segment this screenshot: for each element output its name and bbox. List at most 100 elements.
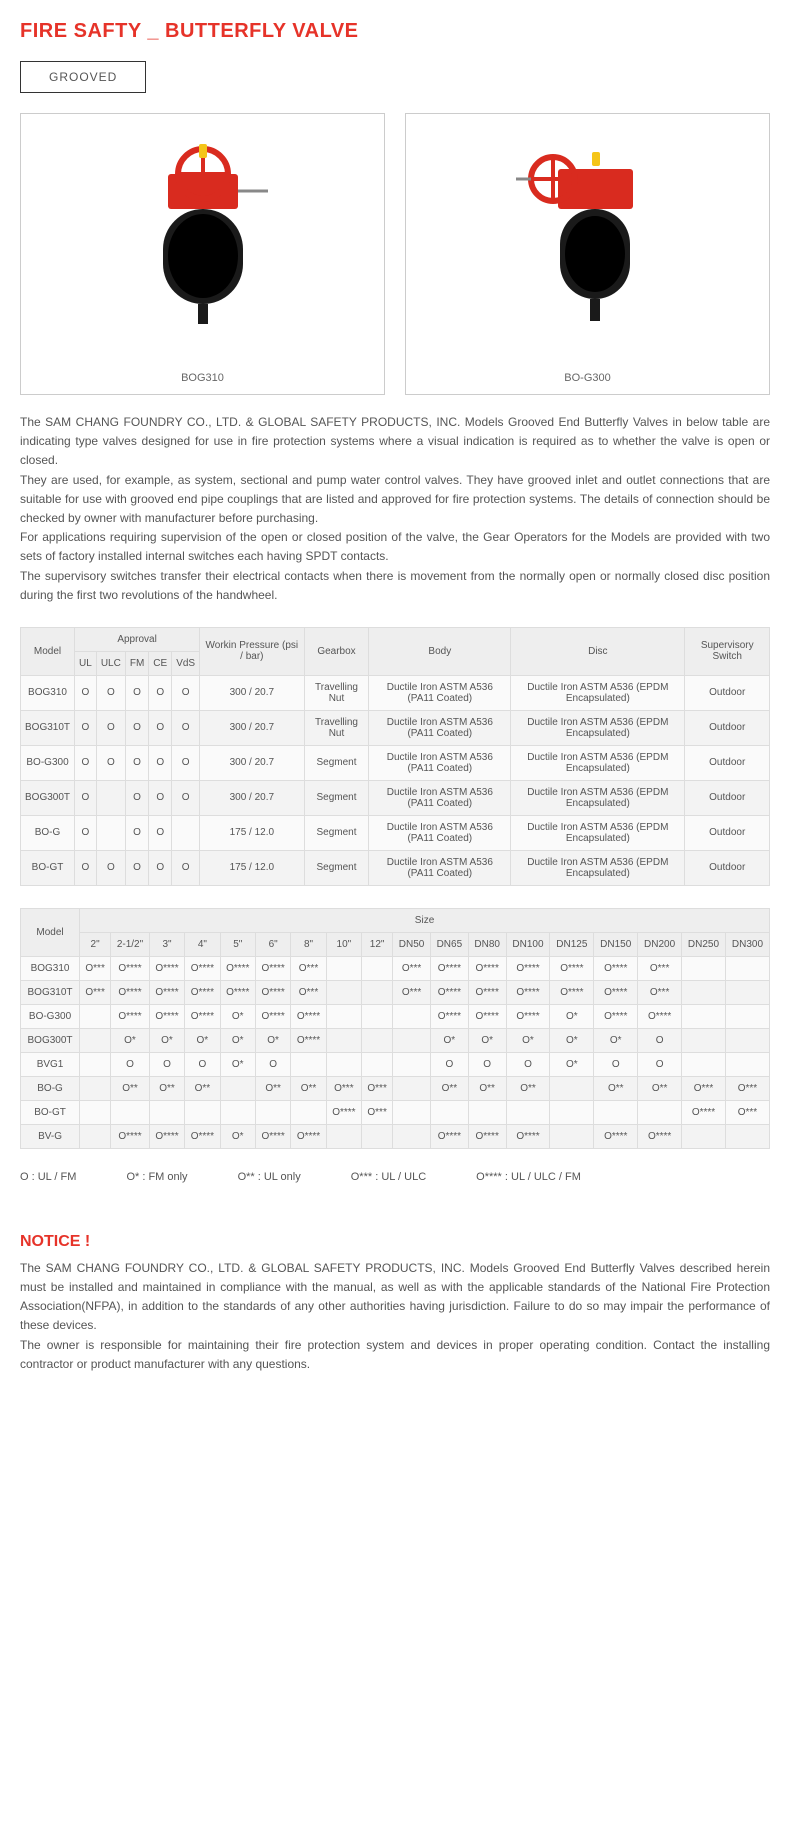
table-cell: 300 / 20.7 [200, 780, 304, 815]
image-box-2: BO-G300 [405, 113, 770, 395]
table-cell: O [185, 1052, 220, 1076]
table-cell: O* [550, 1028, 594, 1052]
table-cell [725, 1004, 769, 1028]
table-cell: Ductile Iron ASTM A536 (PA11 Coated) [369, 780, 511, 815]
th-switch: Supervisory Switch [685, 627, 770, 675]
table-cell [326, 1052, 361, 1076]
th-model: Model [21, 627, 75, 675]
table-cell [220, 1076, 255, 1100]
table-cell [326, 956, 361, 980]
table-cell: Ductile Iron ASTM A536 (PA11 Coated) [369, 675, 511, 710]
table-cell [682, 1004, 726, 1028]
th-model-2: Model [21, 908, 80, 956]
table-cell: O* [111, 1028, 150, 1052]
table-cell: O*** [80, 956, 111, 980]
table-cell: O [172, 675, 200, 710]
table-cell: Travelling Nut [304, 710, 369, 745]
table-cell: O [172, 710, 200, 745]
table-cell: O** [149, 1076, 184, 1100]
table-cell [326, 980, 361, 1004]
table-cell: O [125, 745, 148, 780]
table-cell: O [75, 675, 97, 710]
table-cell: BOG310T [21, 980, 80, 1004]
table-cell: BVG1 [21, 1052, 80, 1076]
table-cell [430, 1100, 468, 1124]
th-size-sub: DN200 [638, 932, 682, 956]
table-cell: O [149, 1052, 184, 1076]
table-cell: BO-G300 [21, 1004, 80, 1028]
table-cell: Outdoor [685, 675, 770, 710]
table-cell: O** [111, 1076, 150, 1100]
th-size-sub: 4" [185, 932, 220, 956]
table-cell: O [96, 710, 125, 745]
table-cell [550, 1100, 594, 1124]
table-cell: O**** [594, 1124, 638, 1148]
table-cell: O**** [506, 1004, 550, 1028]
table-cell: O** [638, 1076, 682, 1100]
table-cell: O**** [682, 1100, 726, 1124]
table-cell: O [125, 780, 148, 815]
table-cell [185, 1100, 220, 1124]
table-cell: BOG300T [21, 780, 75, 815]
table-cell: Outdoor [685, 780, 770, 815]
th-size-sub: DN80 [468, 932, 506, 956]
table-cell [80, 1028, 111, 1052]
table-cell: O**** [430, 956, 468, 980]
table-cell: O**** [291, 1004, 326, 1028]
table-row: BO-GOOO175 / 12.0SegmentDuctile Iron AST… [21, 815, 770, 850]
table-cell: O** [506, 1076, 550, 1100]
size-table-2: Model Size 2"2-1/2"3"4"5"6"8"10"12"DN50D… [20, 908, 770, 1149]
table-row: BVG1OOOO*OOOOO*OO [21, 1052, 770, 1076]
table-cell [393, 1028, 431, 1052]
tab-grooved[interactable]: GROOVED [20, 61, 146, 93]
th-size-sub: 2-1/2" [111, 932, 150, 956]
table-cell: BOG310 [21, 675, 75, 710]
table-cell [326, 1004, 361, 1028]
table-cell: O*** [80, 980, 111, 1004]
table-cell: O* [220, 1124, 255, 1148]
table-cell: Travelling Nut [304, 675, 369, 710]
table-cell: O [125, 815, 148, 850]
table-cell [393, 1124, 431, 1148]
table-cell: O** [185, 1076, 220, 1100]
table-cell: O**** [149, 1004, 184, 1028]
th-size-sub: 5" [220, 932, 255, 956]
th-body: Body [369, 627, 511, 675]
table-cell: O**** [594, 1004, 638, 1028]
table-cell: Segment [304, 745, 369, 780]
table-cell [80, 1100, 111, 1124]
table-cell: O** [468, 1076, 506, 1100]
th-size-sub: 3" [149, 932, 184, 956]
table-cell [594, 1100, 638, 1124]
table-cell [725, 1052, 769, 1076]
table-cell: O [75, 780, 97, 815]
table-cell: O** [255, 1076, 290, 1100]
table-cell: BO-G [21, 815, 75, 850]
table-cell: O**** [255, 1124, 290, 1148]
image-caption-2: BO-G300 [416, 372, 759, 384]
th-approval-sub: FM [125, 651, 148, 675]
table-cell: O [172, 850, 200, 885]
th-size-sub: DN150 [594, 932, 638, 956]
image-row: BOG310 BO-G300 [20, 113, 770, 395]
table-cell: 300 / 20.7 [200, 675, 304, 710]
table-cell [96, 780, 125, 815]
table-cell [682, 980, 726, 1004]
table-cell [255, 1100, 290, 1124]
table-row: BOG300TO*O*O*O*O*O****O*O*O*O*O*O [21, 1028, 770, 1052]
table-cell: Ductile Iron ASTM A536 (EPDM Encapsulate… [511, 710, 685, 745]
notice-title: NOTICE ! [20, 1233, 770, 1251]
table-cell [326, 1028, 361, 1052]
table-cell: O*** [393, 980, 431, 1004]
table-cell: O**** [506, 1124, 550, 1148]
table-cell: BO-GT [21, 850, 75, 885]
table-cell: O*** [291, 956, 326, 980]
table-row: BO-GO**O**O**O**O**O***O***O**O**O**O**O… [21, 1076, 770, 1100]
table-cell: O*** [326, 1076, 361, 1100]
table-cell: O [149, 745, 172, 780]
th-size-sub: DN125 [550, 932, 594, 956]
table-cell: O**** [468, 956, 506, 980]
table-cell: O* [594, 1028, 638, 1052]
legend-item: O*** : UL / ULC [351, 1171, 426, 1183]
table-cell [682, 956, 726, 980]
